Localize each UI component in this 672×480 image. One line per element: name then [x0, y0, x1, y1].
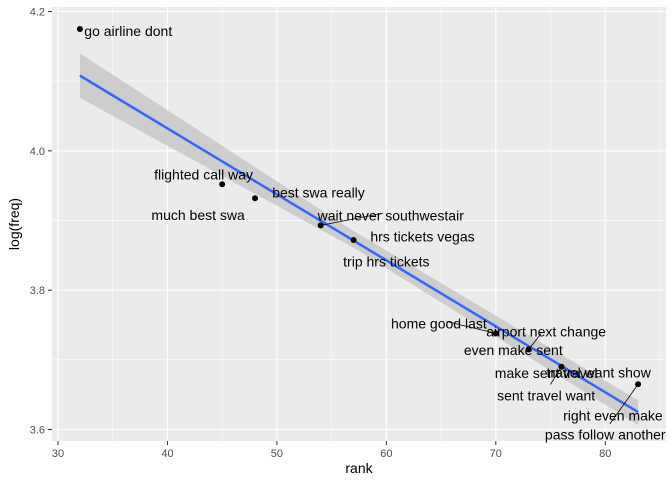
x-axis-title: rank — [345, 460, 373, 476]
point-label: even make sent — [464, 342, 563, 358]
data-point — [525, 346, 532, 353]
label-connector-segment — [550, 366, 562, 385]
point-label: right even make — [563, 408, 663, 424]
data-point — [317, 222, 324, 229]
y-tick-label: 4.0 — [30, 146, 45, 158]
y-tick-label: 3.6 — [30, 425, 45, 437]
data-point — [492, 330, 499, 337]
x-tick-label: 80 — [599, 448, 611, 460]
label-connector-segment — [528, 333, 542, 350]
point-label: go airline dont — [84, 23, 172, 39]
point-label: airport next change — [486, 323, 606, 339]
point-label: trip hrs tickets — [343, 254, 429, 270]
x-tick-label: 60 — [380, 448, 392, 460]
fit-line-layer — [79, 74, 639, 414]
point-label: home good last — [391, 316, 487, 332]
point-labels-layer: go airline dont flighted call way best swa… — [84, 23, 666, 442]
y-tick-label: 4.2 — [30, 7, 45, 19]
x-tick-label: 50 — [271, 448, 283, 460]
data-point — [350, 237, 357, 244]
point-label: make sent travel — [495, 365, 598, 381]
point-label: travel want show — [547, 364, 652, 380]
point-label: sent travel want — [497, 387, 595, 403]
label-connector-segment — [446, 321, 496, 334]
point-label: much best swa — [151, 207, 245, 223]
data-point — [252, 195, 259, 202]
x-tick-label: 30 — [52, 448, 64, 460]
point-label: best swa really — [272, 185, 365, 201]
data-point — [635, 381, 642, 388]
regression-line — [79, 74, 639, 414]
x-tick-label: 70 — [490, 448, 502, 460]
y-tick-label: 3.8 — [30, 285, 45, 297]
data-point — [219, 181, 226, 188]
data-point — [558, 363, 565, 370]
label-connector-segment — [609, 383, 639, 425]
x-tick-label: 40 — [161, 448, 173, 460]
point-label: flighted call way — [154, 167, 253, 183]
point-label: hrs tickets vegas — [370, 229, 474, 245]
points-layer — [76, 25, 642, 388]
point-label: wait never southwestair — [317, 208, 465, 224]
y-axis-title: log(freq) — [6, 198, 22, 250]
grid-layer — [52, 7, 666, 441]
data-point — [76, 25, 83, 32]
label-segments-layer — [320, 212, 639, 425]
point-label: pass follow another — [545, 426, 666, 442]
axes-layer: 30 40 50 60 70 80 3.6 3.8 4.0 4.2 — [30, 7, 612, 460]
label-connector-segment — [320, 212, 383, 226]
